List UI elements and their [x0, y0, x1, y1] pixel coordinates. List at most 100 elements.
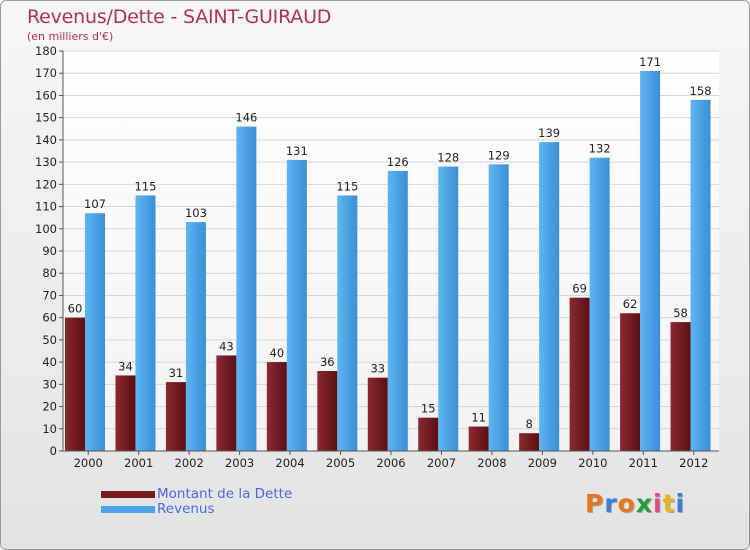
data-label: 33: [370, 362, 385, 376]
bar-revenue: [135, 195, 156, 451]
data-label: 126: [387, 155, 409, 169]
x-tick-label: 2001: [124, 456, 153, 470]
data-label: 62: [623, 297, 638, 311]
logo-letter: o: [617, 489, 636, 518]
x-tick-label: 2000: [74, 456, 103, 470]
bar-debt: [216, 355, 237, 451]
y-tick-label: 30: [42, 377, 57, 391]
data-label: 8: [525, 417, 532, 431]
data-label: 103: [185, 206, 207, 220]
data-label: 158: [690, 84, 712, 98]
data-label: 131: [286, 144, 308, 158]
legend-label-debt: Montant de la Dette: [157, 486, 293, 502]
data-label: 58: [673, 306, 688, 320]
chart-subtitle: (en milliers d'€): [27, 30, 114, 43]
data-label: 15: [421, 402, 436, 416]
chart-title: Revenus/Dette - SAINT-GUIRAUD: [27, 6, 332, 28]
bar-revenue: [185, 222, 206, 451]
bar-debt: [418, 417, 439, 451]
y-tick-label: 40: [42, 355, 57, 369]
y-tick-label: 60: [42, 311, 57, 325]
data-label: 132: [589, 142, 611, 156]
y-tick-label: 0: [50, 444, 57, 458]
y-tick-label: 90: [42, 244, 57, 258]
y-tick-label: 140: [35, 133, 57, 147]
bar-debt: [670, 322, 691, 451]
bar-revenue: [589, 157, 610, 451]
logo-letter: r: [604, 489, 618, 518]
y-tick-label: 70: [42, 288, 57, 302]
data-label: 60: [68, 302, 83, 316]
logo-letter: t: [662, 489, 676, 518]
bar-revenue: [488, 164, 509, 452]
bar-debt: [115, 375, 136, 451]
bar-revenue: [85, 213, 105, 451]
bar-revenue: [236, 126, 257, 452]
bar-revenue: [286, 159, 307, 451]
logo-letter: P: [585, 489, 605, 518]
bar-debt: [620, 313, 641, 451]
legend-swatch-debt: [101, 491, 155, 498]
x-tick-label: 2007: [427, 456, 456, 470]
x-tick-label: 2008: [477, 456, 506, 470]
y-tick-label: 110: [35, 200, 57, 214]
legend-swatch-revenue: [101, 506, 155, 513]
x-tick-label: 2004: [275, 456, 304, 470]
y-tick-label: 100: [35, 222, 57, 236]
data-label: 69: [572, 282, 587, 296]
bar-debt: [266, 362, 287, 451]
data-label: 129: [488, 148, 510, 162]
logo-letter: i: [675, 489, 686, 518]
data-label: 36: [320, 355, 335, 369]
y-tick-label: 10: [42, 422, 57, 436]
bar-revenue: [438, 166, 459, 452]
logo-letter: i: [653, 489, 663, 518]
y-tick-label: 20: [42, 400, 57, 414]
x-tick-label: 2002: [175, 456, 204, 470]
proxiti-logo: Proxiti: [585, 489, 685, 518]
bar-debt: [165, 382, 186, 451]
data-label: 115: [336, 179, 358, 193]
y-tick-label: 50: [42, 333, 57, 347]
y-tick-label: 180: [35, 44, 57, 58]
y-tick-label: 160: [35, 88, 57, 102]
y-tick-label: 80: [42, 266, 57, 280]
x-tick-label: 2005: [326, 456, 355, 470]
y-tick-label: 150: [35, 111, 57, 125]
x-tick-label: 2006: [376, 456, 405, 470]
legend-label-revenue: Revenus: [157, 501, 215, 517]
x-tick-label: 2010: [578, 456, 607, 470]
bar-debt: [468, 426, 489, 451]
y-tick-label: 170: [35, 66, 57, 80]
bar-debt: [317, 371, 338, 451]
data-label: 171: [639, 55, 661, 69]
x-tick-label: 2009: [528, 456, 557, 470]
data-label: 40: [270, 346, 285, 360]
y-tick-label: 120: [35, 177, 57, 191]
data-label: 146: [235, 111, 257, 125]
x-tick-label: 2012: [679, 456, 708, 470]
data-label: 139: [538, 126, 560, 140]
bar-revenue: [337, 195, 358, 451]
data-label: 107: [84, 197, 106, 211]
bar-revenue: [690, 99, 711, 451]
bar-debt: [519, 433, 540, 451]
bar-revenue: [640, 71, 661, 451]
x-tick-label: 2003: [225, 456, 254, 470]
data-label: 128: [437, 151, 459, 165]
bar-revenue: [539, 142, 560, 451]
data-label: 34: [118, 359, 133, 373]
y-tick-label: 130: [35, 155, 57, 169]
data-label: 11: [471, 411, 486, 425]
data-label: 31: [169, 366, 184, 380]
bar-debt: [65, 317, 85, 451]
bar-debt: [367, 377, 388, 451]
data-label: 43: [219, 339, 234, 353]
bar-revenue: [387, 171, 408, 451]
logo-letter: x: [635, 489, 653, 518]
x-tick-label: 2011: [629, 456, 658, 470]
data-label: 115: [134, 179, 156, 193]
bar-debt: [569, 297, 590, 451]
